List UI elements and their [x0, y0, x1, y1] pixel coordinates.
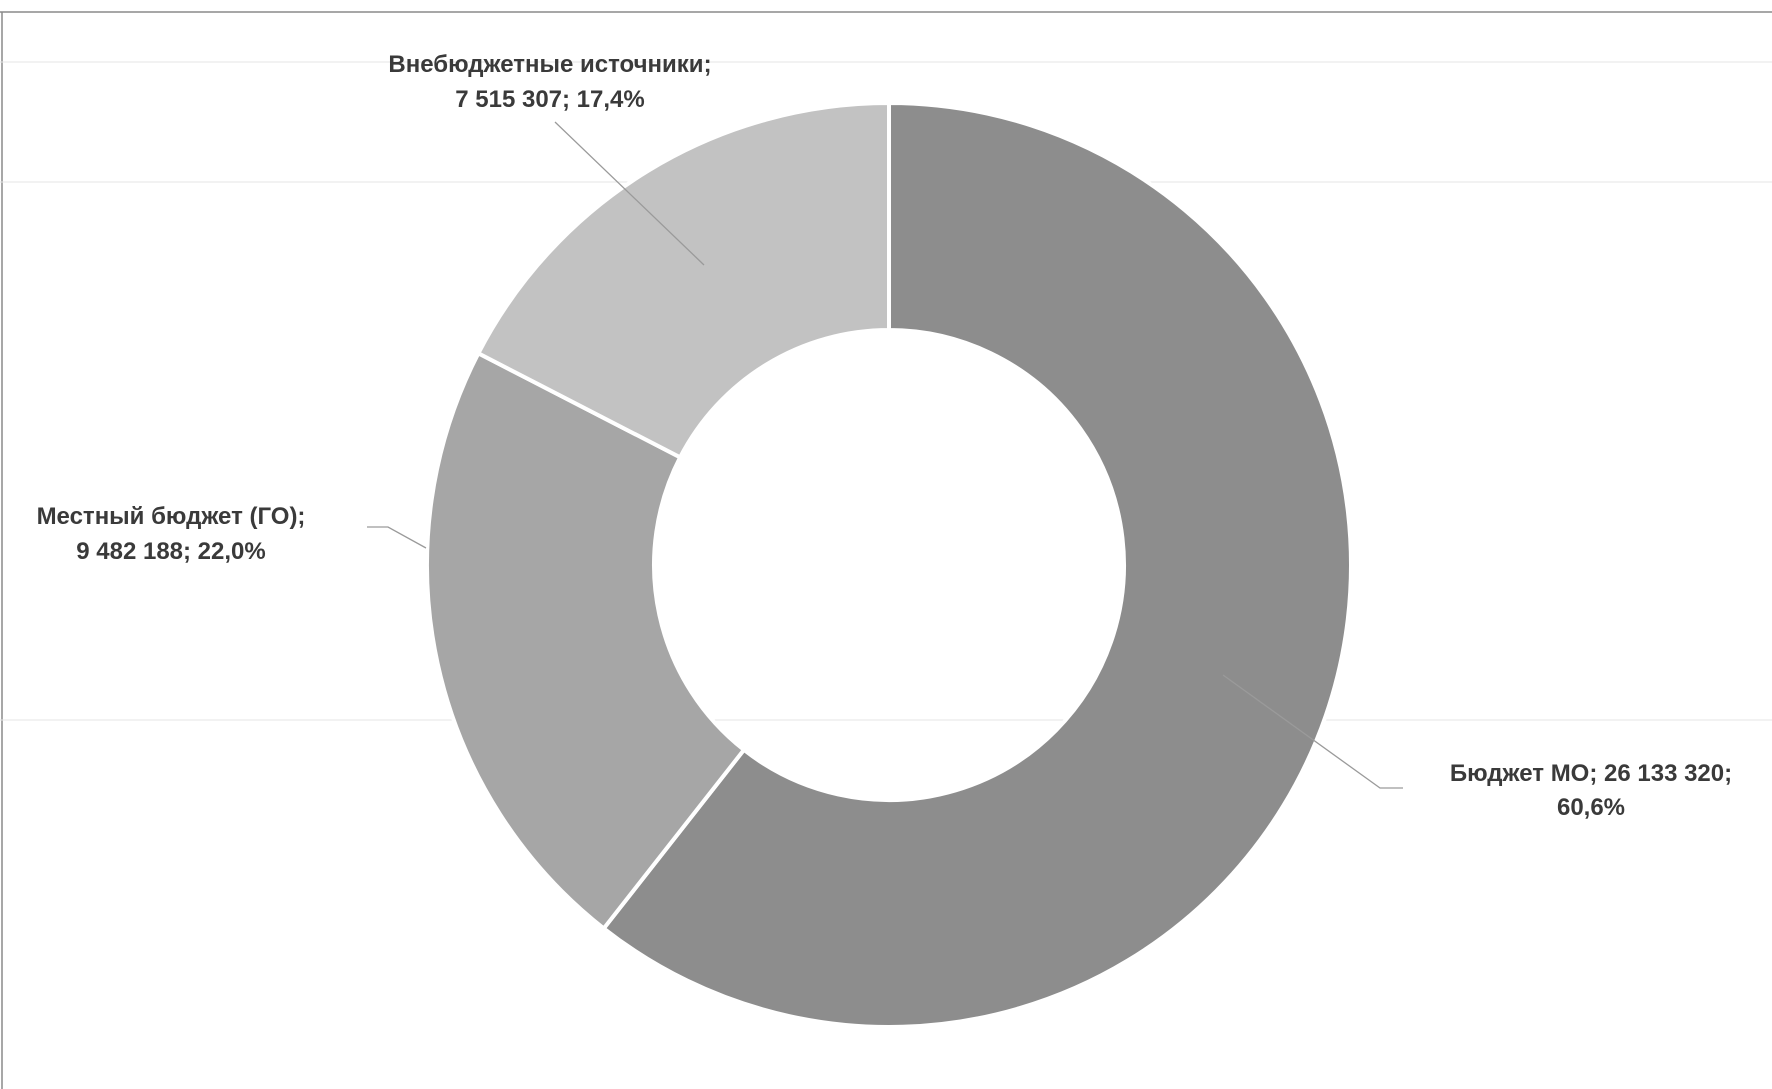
leader-line [554, 121, 705, 266]
data-label-byudzhet-mo: Бюджет МО; 26 133 320; 60,6% [1450, 760, 1732, 821]
data-label-line: Внебюджетные источники; [388, 51, 711, 78]
data-label-line: Бюджет МО; 26 133 320; [1450, 760, 1732, 787]
slice-vnebyudzhetnye [475, 100, 891, 461]
data-label-line: 60,6% [1557, 794, 1625, 821]
data-label-line: 7 515 307; 17,4% [455, 86, 644, 113]
data-label-line: 9 482 188; 22,0% [76, 538, 265, 565]
data-label-vnebyudzhetnye: Внебюджетные источники; 7 515 307; 17,4% [388, 51, 711, 113]
leader-line [367, 526, 427, 549]
data-label-line: Местный бюджет (ГО); [37, 503, 306, 530]
leader-line [1222, 674, 1403, 789]
donut-slices [425, 100, 1353, 1029]
data-label-mestnyi-byudzhet: Местный бюджет (ГО); 9 482 188; 22,0% [37, 503, 306, 565]
slice-mestnyi-byudzhet [425, 350, 747, 932]
slice-byudzhet-mo [600, 100, 1353, 1029]
leader-lines [367, 121, 1403, 789]
